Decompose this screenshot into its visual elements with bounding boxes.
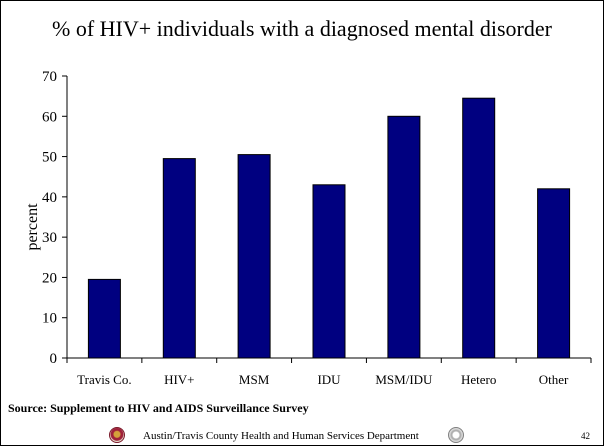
x-axis-ticks: Travis Co. HIV+ MSM IDU MSM/IDU Hetero Other bbox=[66, 358, 592, 387]
bar-msm-idu bbox=[387, 115, 421, 359]
y-tick-label: 10 bbox=[42, 311, 57, 327]
bars bbox=[87, 97, 571, 359]
y-tick-label: 40 bbox=[42, 190, 57, 206]
y-tick-label: 60 bbox=[42, 109, 57, 125]
y-tick-label: 30 bbox=[42, 230, 57, 246]
page-number: 42 bbox=[581, 431, 590, 441]
bar-idu bbox=[312, 184, 346, 359]
axes bbox=[66, 76, 591, 359]
y-tick-label: 50 bbox=[42, 150, 57, 166]
bar-hiv bbox=[162, 158, 196, 359]
y-tick-label: 70 bbox=[42, 69, 57, 85]
bar-other bbox=[537, 188, 571, 359]
y-axis-label: percent bbox=[24, 203, 41, 251]
x-tick-label: MSM/IDU bbox=[375, 372, 433, 387]
department-seal-icon bbox=[448, 427, 464, 443]
x-tick-label: Travis Co. bbox=[77, 372, 131, 387]
x-tick-label: HIV+ bbox=[164, 372, 194, 387]
bar-hetero bbox=[462, 97, 496, 359]
county-seal-icon bbox=[109, 427, 125, 443]
x-tick-label: Other bbox=[539, 372, 569, 387]
chart-title: % of HIV+ individuals with a diagnosed m… bbox=[52, 16, 552, 41]
y-tick-label: 20 bbox=[42, 270, 57, 286]
bar-chart: 0 10 20 30 40 50 60 70 Travis Co. HIV+ MSM IDU MSM/… bbox=[24, 69, 592, 387]
bar-travis-co bbox=[87, 278, 121, 359]
footer: Austin/Travis County Health and Human Se… bbox=[1, 425, 603, 445]
footer-department: Austin/Travis County Health and Human Se… bbox=[143, 430, 419, 442]
bar-msm bbox=[237, 154, 271, 359]
y-axis-ticks: 0 10 20 30 40 50 60 70 bbox=[42, 69, 67, 367]
x-tick-label: IDU bbox=[317, 372, 341, 387]
y-tick-label: 0 bbox=[50, 351, 58, 367]
source-note: Source: Supplement to HIV and AIDS Surve… bbox=[8, 401, 309, 415]
x-tick-label: MSM bbox=[239, 372, 270, 387]
x-tick-label: Hetero bbox=[461, 372, 496, 387]
